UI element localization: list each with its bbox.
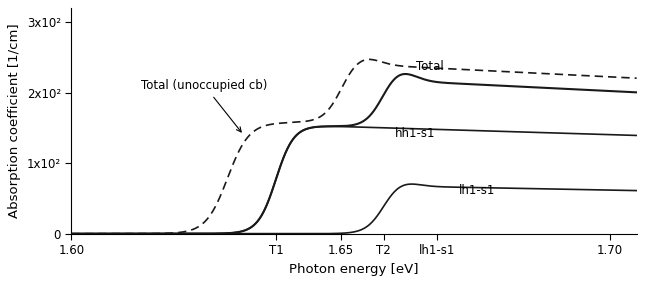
Text: Total: Total (416, 60, 444, 73)
Text: hh1-s1: hh1-s1 (395, 127, 435, 140)
X-axis label: Photon energy [eV]: Photon energy [eV] (290, 263, 419, 276)
Y-axis label: Absorption coefficient [1/cm]: Absorption coefficient [1/cm] (8, 24, 21, 218)
Text: Total (unoccupied cb): Total (unoccupied cb) (141, 79, 268, 132)
Text: lh1-s1: lh1-s1 (459, 183, 495, 197)
